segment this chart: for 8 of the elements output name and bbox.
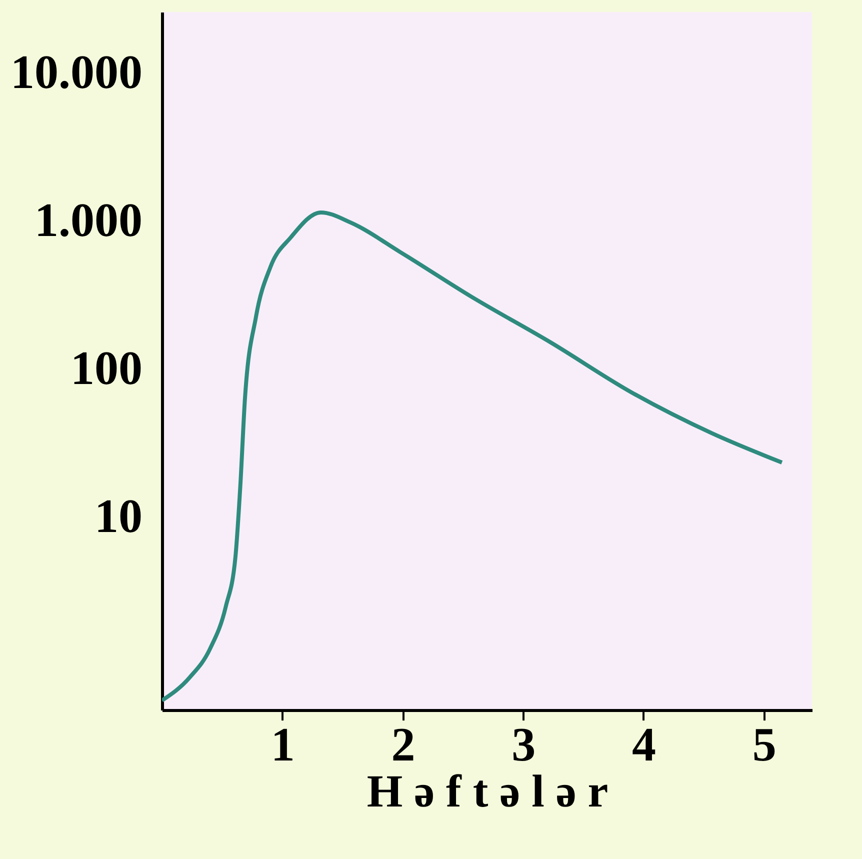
y-tick-label: 10.000: [10, 46, 142, 99]
y-tick-label: 100: [70, 342, 142, 395]
x-tick-label: 1: [270, 718, 295, 772]
x-tick-label: 4: [632, 718, 656, 772]
x-tick-label: 5: [752, 718, 776, 772]
y-tick-label: 10: [94, 490, 142, 543]
y-tick-label: 1.000: [34, 194, 142, 247]
line-series: [162, 210, 784, 702]
